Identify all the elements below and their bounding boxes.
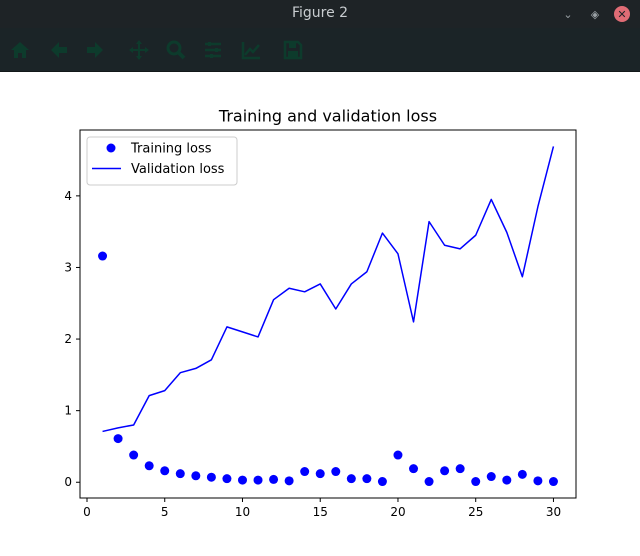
pan-icon [129,40,149,60]
training-loss-point [191,471,201,481]
window-title: Figure 2 [291,5,349,21]
y-tick-label: 1 [64,404,72,418]
training-loss-point [362,474,372,484]
close-button[interactable]: ✕ [614,6,630,22]
window-titlebar: Figure 2 ⌄ ◈ ✕ [0,0,640,28]
training-loss-point [409,464,419,474]
legend-box [86,136,238,186]
training-loss-point [346,474,356,484]
figure-canvas[interactable]: Training and validation loss 0 5 10 15 20 25 3… [0,72,640,552]
training-loss-point [253,475,263,485]
x-tick-label: 0 [83,505,91,519]
training-loss-point [331,467,341,477]
plot-frame [79,129,577,499]
validation-loss-line [102,146,555,433]
minimize-button[interactable]: ⌄ [560,6,576,22]
legend: Training loss Validation loss [86,136,238,186]
training-loss-point [206,472,216,482]
training-loss-point [222,474,232,484]
back-arrow-icon [51,42,67,58]
maximize-icon: ◈ [590,7,600,21]
x-tick-label: 15 [313,505,328,519]
training-loss-point [129,450,139,460]
maximize-button[interactable]: ◈ [587,6,603,22]
x-tick-label: 25 [468,505,483,519]
training-loss-point [269,474,279,484]
training-loss-point [284,476,294,486]
edit-axis-icon [241,42,260,60]
forward-arrow-icon [87,42,103,58]
training-loss-point [502,475,512,485]
training-loss-point [440,466,450,476]
training-loss-point [471,477,481,487]
y-tick-label: 3 [64,260,72,274]
zoom-icon [166,40,186,60]
y-tick-label: 4 [64,189,72,203]
training-loss-point [517,469,527,479]
close-icon: ✕ [617,7,627,21]
pan-button[interactable] [127,38,151,62]
training-loss-point [237,475,247,485]
training-loss-point [486,472,496,482]
training-loss-point [160,466,170,476]
legend-marker-training-loss [106,143,116,153]
chart-title: Training and validation loss [218,107,437,126]
training-loss-point [455,464,465,474]
x-tick-label: 30 [546,505,561,519]
training-validation-loss-chart: Training and validation loss 0 5 10 15 20 25 3… [64,107,577,519]
back-button[interactable] [47,38,71,62]
training-loss-point [175,469,185,479]
training-loss-point [113,434,123,444]
training-loss-point [98,251,108,261]
training-loss-point [533,476,543,486]
x-tick-label: 20 [390,505,405,519]
training-loss-point [300,467,310,477]
y-tick-label: 2 [64,332,72,346]
home-button[interactable] [8,38,32,62]
navigation-toolbar [0,28,640,72]
subplots-config-icon [205,42,221,58]
subplots-button[interactable] [201,38,225,62]
y-tick-label: 0 [64,475,72,489]
home-icon [11,42,29,58]
save-button[interactable] [281,38,305,62]
training-loss-point [377,477,387,487]
save-icon [283,40,303,60]
x-tick-label: 5 [161,505,169,519]
forward-button[interactable] [83,38,107,62]
training-loss-point [548,477,558,487]
minimize-icon: ⌄ [563,7,573,21]
training-loss-point [424,477,434,487]
legend-label-training-loss: Training loss [130,142,212,157]
legend-label-validation-loss: Validation loss [131,162,225,177]
edit-axis-button[interactable] [239,38,263,62]
training-loss-point [393,450,403,460]
training-loss-point [315,469,325,479]
zoom-button[interactable] [164,38,188,62]
training-loss-point [144,461,154,471]
x-tick-label: 10 [235,505,250,519]
